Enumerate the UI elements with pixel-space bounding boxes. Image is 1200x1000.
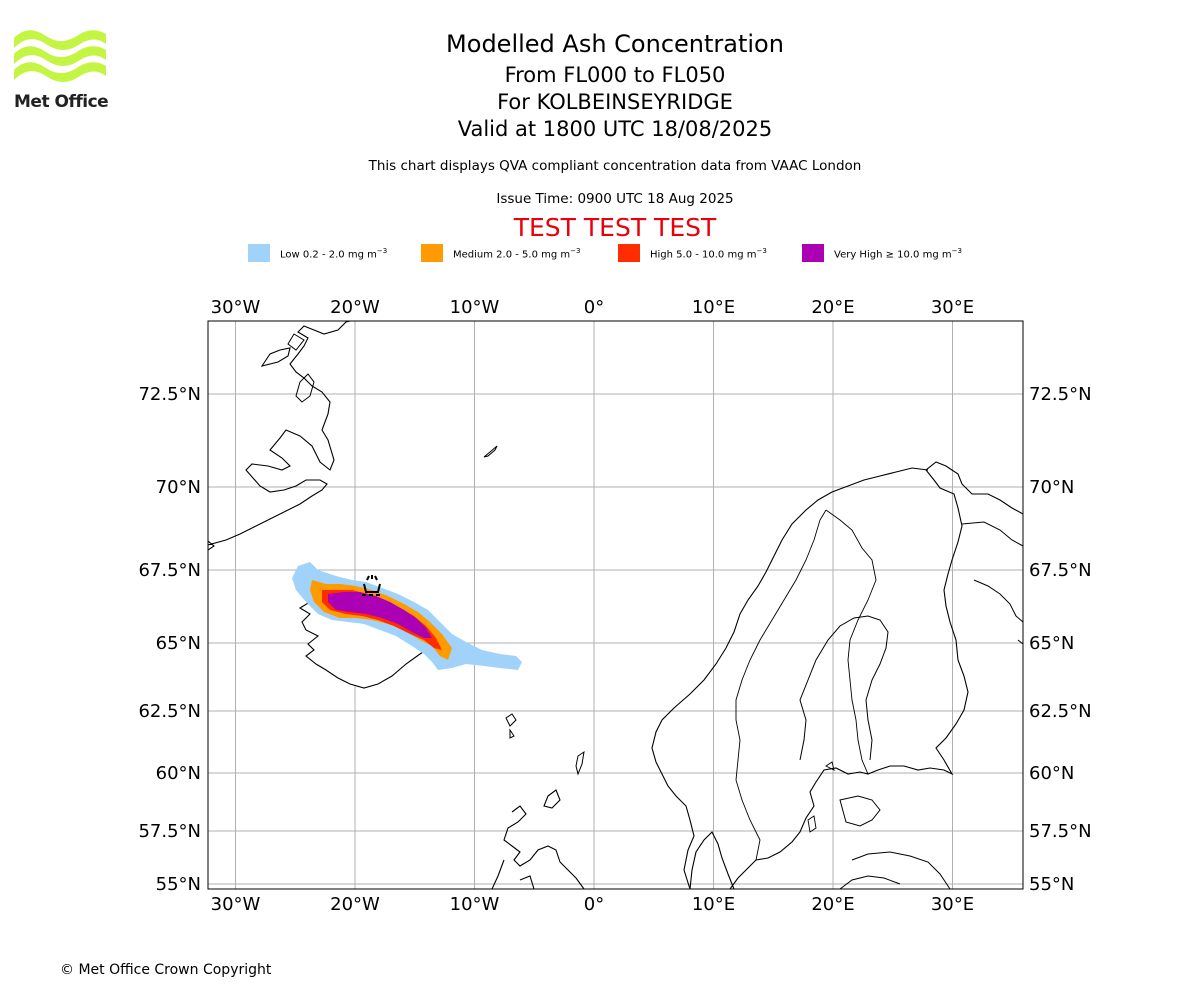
map-tick-labels: 30°W 30°W 20°W 20°W 10°W 10°W 0° 0° 10°E 10°E 20°E… xyxy=(138,297,1091,915)
flight-level-range: From FL000 to FL050 xyxy=(504,63,726,87)
lon-tick-label-bottom: 20°W xyxy=(330,894,380,915)
gulf-of-bothnia-coastline xyxy=(799,615,889,761)
ash-very-high xyxy=(328,592,432,638)
britain-coastline xyxy=(491,789,585,889)
lon-tick-label-top: 0° xyxy=(584,297,604,318)
lon-tick-label-bottom: 10°W xyxy=(450,894,500,915)
baltic-coastline xyxy=(839,795,951,889)
lon-tick-label-bottom: 10°E xyxy=(692,894,735,915)
lon-tick-label-top: 20°W xyxy=(330,297,380,318)
lat-tick-label-left: 65°N xyxy=(156,633,201,654)
lat-tick-label-right: 55°N xyxy=(1029,874,1074,895)
lat-tick-label-right: 62.5°N xyxy=(1029,701,1092,722)
map-grid xyxy=(208,321,1023,889)
lon-tick-label-top: 10°W xyxy=(450,297,500,318)
legend-label-high: High 5.0 - 10.0 mg m xyxy=(650,249,757,261)
lat-tick-label-left: 70°N xyxy=(156,477,201,498)
logo-text: Met Office xyxy=(14,92,109,112)
valid-time: Valid at 1800 UTC 18/08/2025 xyxy=(457,117,773,141)
faroe-islands-coastline xyxy=(505,713,517,739)
copyright-notice: © Met Office Crown Copyright xyxy=(60,962,272,978)
test-banner: TEST TEST TEST xyxy=(513,213,717,242)
norway-west-coastline xyxy=(651,467,929,889)
russia-coastline xyxy=(961,521,1023,645)
legend-unit-exponent: −3 xyxy=(756,247,767,255)
legend-label-low: Low 0.2 - 2.0 mg m xyxy=(280,249,377,261)
map-content xyxy=(208,321,1023,889)
lon-tick-label-top: 30°W xyxy=(211,297,261,318)
greenland-fjord xyxy=(287,333,315,403)
jan-mayen-coastline xyxy=(483,445,498,458)
lat-tick-label-right: 57.5°N xyxy=(1029,821,1092,842)
lat-tick-label-right: 72.5°N xyxy=(1029,384,1092,405)
lat-tick-label-left: 60°N xyxy=(156,763,201,784)
lat-tick-label-right: 70°N xyxy=(1029,477,1074,498)
sweden-finland-border xyxy=(735,509,877,861)
lon-tick-label-top: 20°E xyxy=(811,297,854,318)
legend-label-very-high: Very High ≥ 10.0 mg m xyxy=(834,249,952,261)
met-office-logo: Met Office xyxy=(14,28,109,114)
legend-unit-exponent: −3 xyxy=(570,247,581,255)
lon-tick-label-top: 10°E xyxy=(692,297,735,318)
lat-tick-label-left: 72.5°N xyxy=(138,384,201,405)
lat-tick-label-right: 67.5°N xyxy=(1029,560,1092,581)
lat-tick-label-right: 65°N xyxy=(1029,633,1074,654)
lon-tick-label-bottom: 30°E xyxy=(931,894,974,915)
legend-swatch-medium xyxy=(421,244,443,262)
lon-tick-label-bottom: 0° xyxy=(584,894,604,915)
legend-unit-exponent: −3 xyxy=(951,247,962,255)
map-frame xyxy=(207,320,1024,890)
legend-swatch-high xyxy=(618,244,640,262)
lat-tick-label-left: 55°N xyxy=(156,874,201,895)
legend-swatch-low xyxy=(248,244,270,262)
issue-time: Issue Time: 0900 UTC 18 Aug 2025 xyxy=(496,191,734,207)
chart-description: This chart displays QVA compliant concen… xyxy=(368,158,862,174)
lat-tick-label-left: 62.5°N xyxy=(138,701,201,722)
greenland-coastline xyxy=(208,321,351,551)
volcano-icon xyxy=(362,575,382,596)
lon-tick-label-bottom: 20°E xyxy=(811,894,854,915)
met-office-wave-icon xyxy=(14,30,106,82)
legend-label-medium: Medium 2.0 - 5.0 mg m xyxy=(453,249,571,261)
lat-tick-label-left: 67.5°N xyxy=(138,560,201,581)
lat-tick-label-left: 57.5°N xyxy=(138,821,201,842)
chart-title: Modelled Ash Concentration xyxy=(446,30,784,58)
lat-tick-label-right: 60°N xyxy=(1029,763,1074,784)
legend-swatch-very-high xyxy=(802,244,824,262)
baltic-islands xyxy=(807,761,835,833)
shetland-coastline xyxy=(575,750,585,776)
legend-unit-exponent: −3 xyxy=(376,247,388,255)
lon-tick-label-top: 30°E xyxy=(931,297,974,318)
scandinavia-coastline xyxy=(689,461,1023,889)
volcano-name: For KOLBEINSEYRIDGE xyxy=(497,90,733,114)
lon-tick-label-bottom: 30°W xyxy=(211,894,261,915)
